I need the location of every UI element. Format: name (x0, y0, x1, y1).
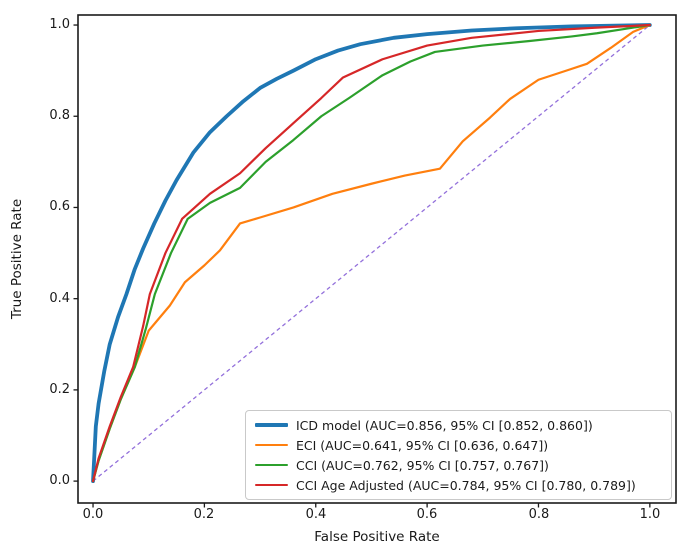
legend-label-cci: CCI (AUC=0.762, 95% CI [0.757, 0.767]) (296, 457, 549, 473)
legend-entry-icd-model: ICD model (AUC=0.856, 95% CI [0.852, 0.8… (255, 418, 662, 433)
legend-label-icd-model: ICD model (AUC=0.856, 95% CI [0.852, 0.8… (296, 417, 593, 433)
ytick-label-3: 0.6 (49, 199, 70, 214)
xtick-label-1: 0.2 (193, 507, 215, 522)
roc-curve-cci-age-adjusted (91, 23, 651, 483)
eci-line-swatch (255, 443, 288, 447)
xtick-label-3: 0.6 (416, 507, 438, 522)
ytick-label-0: 0.0 (49, 473, 70, 488)
legend-entry-cci: CCI (AUC=0.762, 95% CI [0.757, 0.767]) (255, 458, 662, 473)
y-axis-label: True Positive Rate (9, 198, 25, 320)
xtick-label-4: 0.8 (528, 507, 550, 522)
xtick-label-2: 0.4 (305, 507, 327, 522)
roc-curve-icd-model (91, 23, 652, 484)
ytick-label-5: 1.0 (49, 17, 70, 32)
xtick-label-0: 0.0 (82, 507, 104, 522)
legend-entry-eci: ECI (AUC=0.641, 95% CI [0.636, 0.647]) (255, 438, 662, 453)
roc-curve-cci (91, 23, 651, 483)
axes-spines (77, 14, 677, 504)
cci-age-adjusted-line-swatch (255, 483, 288, 487)
chance-diagonal-line (92, 24, 651, 482)
ytick-label-1: 0.2 (49, 382, 70, 397)
legend-label-cci-age-adjusted: CCI Age Adjusted (AUC=0.784, 95% CI [0.7… (296, 477, 636, 493)
legend: ICD model (AUC=0.856, 95% CI [0.852, 0.8… (245, 410, 672, 500)
legend-label-eci: ECI (AUC=0.641, 95% CI [0.636, 0.647]) (296, 437, 549, 453)
xtick-label-5: 1.0 (639, 507, 661, 522)
ytick-label-4: 0.8 (49, 108, 70, 123)
ytick-label-2: 0.4 (49, 291, 70, 306)
cci-line-swatch (255, 463, 288, 467)
legend-entry-cci-age-adjusted: CCI Age Adjusted (AUC=0.784, 95% CI [0.7… (255, 478, 662, 493)
x-axis-label: False Positive Rate (314, 529, 440, 545)
icd-model-line-swatch (255, 423, 288, 427)
